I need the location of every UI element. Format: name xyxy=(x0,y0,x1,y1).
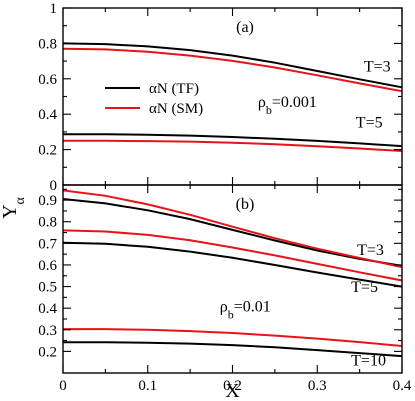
y-tick-label: 0.2 xyxy=(38,143,57,159)
series-line-1 xyxy=(62,42,403,89)
series-line-3 xyxy=(63,133,403,148)
y-tick-label: 0 xyxy=(50,178,58,194)
temperature-annotation: T=5 xyxy=(351,279,378,296)
shared-labels: Yα xyxy=(0,196,28,218)
y-tick-label: 0.7 xyxy=(38,236,57,252)
series-line-5 xyxy=(63,341,403,358)
panel-a: 0 0.2 0.4 0.6 0.8 1 (a) ρb=0.001 T=3 T=5 αN (TF) αN… xyxy=(38,1,403,194)
temperature-annotation: T=10 xyxy=(351,352,386,369)
y-tick-label: 0.8 xyxy=(38,36,57,52)
series-line-6 xyxy=(63,328,403,347)
panel-label: (a) xyxy=(236,19,254,36)
y-axis-label: Yα xyxy=(0,196,28,218)
y-tick-label: 0.6 xyxy=(38,72,57,88)
series-line-2 xyxy=(62,189,403,269)
y-tick-label: 0.2 xyxy=(38,344,57,360)
panel-b: 0.2 0.3 0.4 0.5 0.6 0.7 0.8 0.9 0 0.1 0.2 0.3 0.4 X (b… xyxy=(38,184,412,401)
x-tick-label: 0.2 xyxy=(223,378,242,394)
temperature-annotation: T=3 xyxy=(364,59,391,76)
plot-frame xyxy=(62,7,403,186)
x-tick-label: 0 xyxy=(59,378,67,394)
y-tick-label: 0.4 xyxy=(38,107,57,123)
y-tick-label: 0.9 xyxy=(38,193,57,209)
x-tick-label: 0.4 xyxy=(393,378,412,394)
y-tick-label: 0.5 xyxy=(38,280,57,296)
y-tick-label: 0.8 xyxy=(38,215,57,231)
series-line-4 xyxy=(63,139,403,152)
y-tick-label: 1 xyxy=(50,1,58,17)
y-tick-label: 0.4 xyxy=(38,301,57,317)
legend-label: αN (TF) xyxy=(149,81,199,97)
legend-label: αN (SM) xyxy=(149,101,203,117)
density-annotation: ρb=0.001 xyxy=(258,94,317,117)
series-line-4 xyxy=(62,229,403,282)
x-tick-label: 0.1 xyxy=(138,378,157,394)
temperature-annotation: T=5 xyxy=(356,114,383,131)
temperature-annotation: T=3 xyxy=(357,242,384,259)
x-axis-label: X xyxy=(225,380,240,401)
x-tick-label: 0.3 xyxy=(308,378,327,394)
y-tick-label: 0.3 xyxy=(38,323,57,339)
series-line-1 xyxy=(62,198,403,267)
series-line-3 xyxy=(62,241,403,288)
y-tick-label: 0.6 xyxy=(38,258,57,274)
panel-label: (b) xyxy=(236,196,255,213)
series-line-2 xyxy=(62,47,403,93)
density-annotation: ρb=0.01 xyxy=(220,298,271,321)
